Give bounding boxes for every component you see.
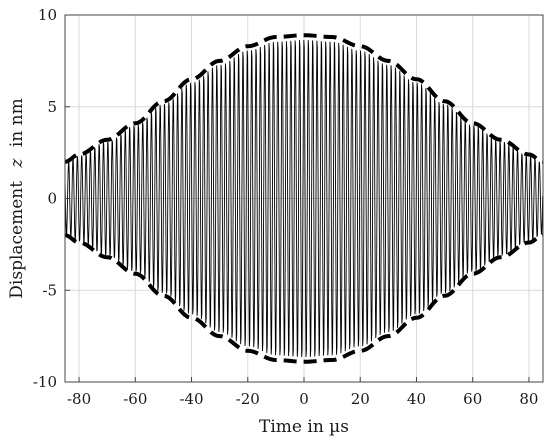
y-axis-title-variable: z [7,158,27,169]
envelope-curves [64,33,544,364]
upper-envelope-line [64,33,544,164]
x-tick-label: 20 [351,390,370,408]
y-tick-label: 0 [47,190,57,208]
oscillation-signal [64,39,544,358]
x-tick-label: -40 [179,390,203,408]
y-axis-title: Displacement z in nm [7,98,27,298]
x-tick-label: 40 [407,390,426,408]
x-tick-label: -20 [236,390,260,408]
x-axis-ticks: -80 -60 -40 -20 0 20 40 60 80 [67,377,538,408]
x-tick-label: -80 [67,390,91,408]
y-tick-label: 10 [38,6,57,24]
y-tick-label: -5 [42,281,57,299]
lower-envelope-line [64,233,544,364]
y-axis-title-suffix: in nm [7,98,27,147]
x-tick-label: -60 [123,390,147,408]
signal-line [64,39,544,358]
y-axis-title-prefix: Displacement [7,181,27,299]
x-axis-title: Time in µs [259,417,349,437]
y-axis-ticks: 10 5 0 -5 -10 [33,6,70,391]
y-tick-label: 5 [47,98,57,116]
x-tick-label: 0 [299,390,309,408]
x-tick-label: 80 [519,390,538,408]
y-tick-label: -10 [33,373,57,391]
x-tick-label: 60 [463,390,482,408]
